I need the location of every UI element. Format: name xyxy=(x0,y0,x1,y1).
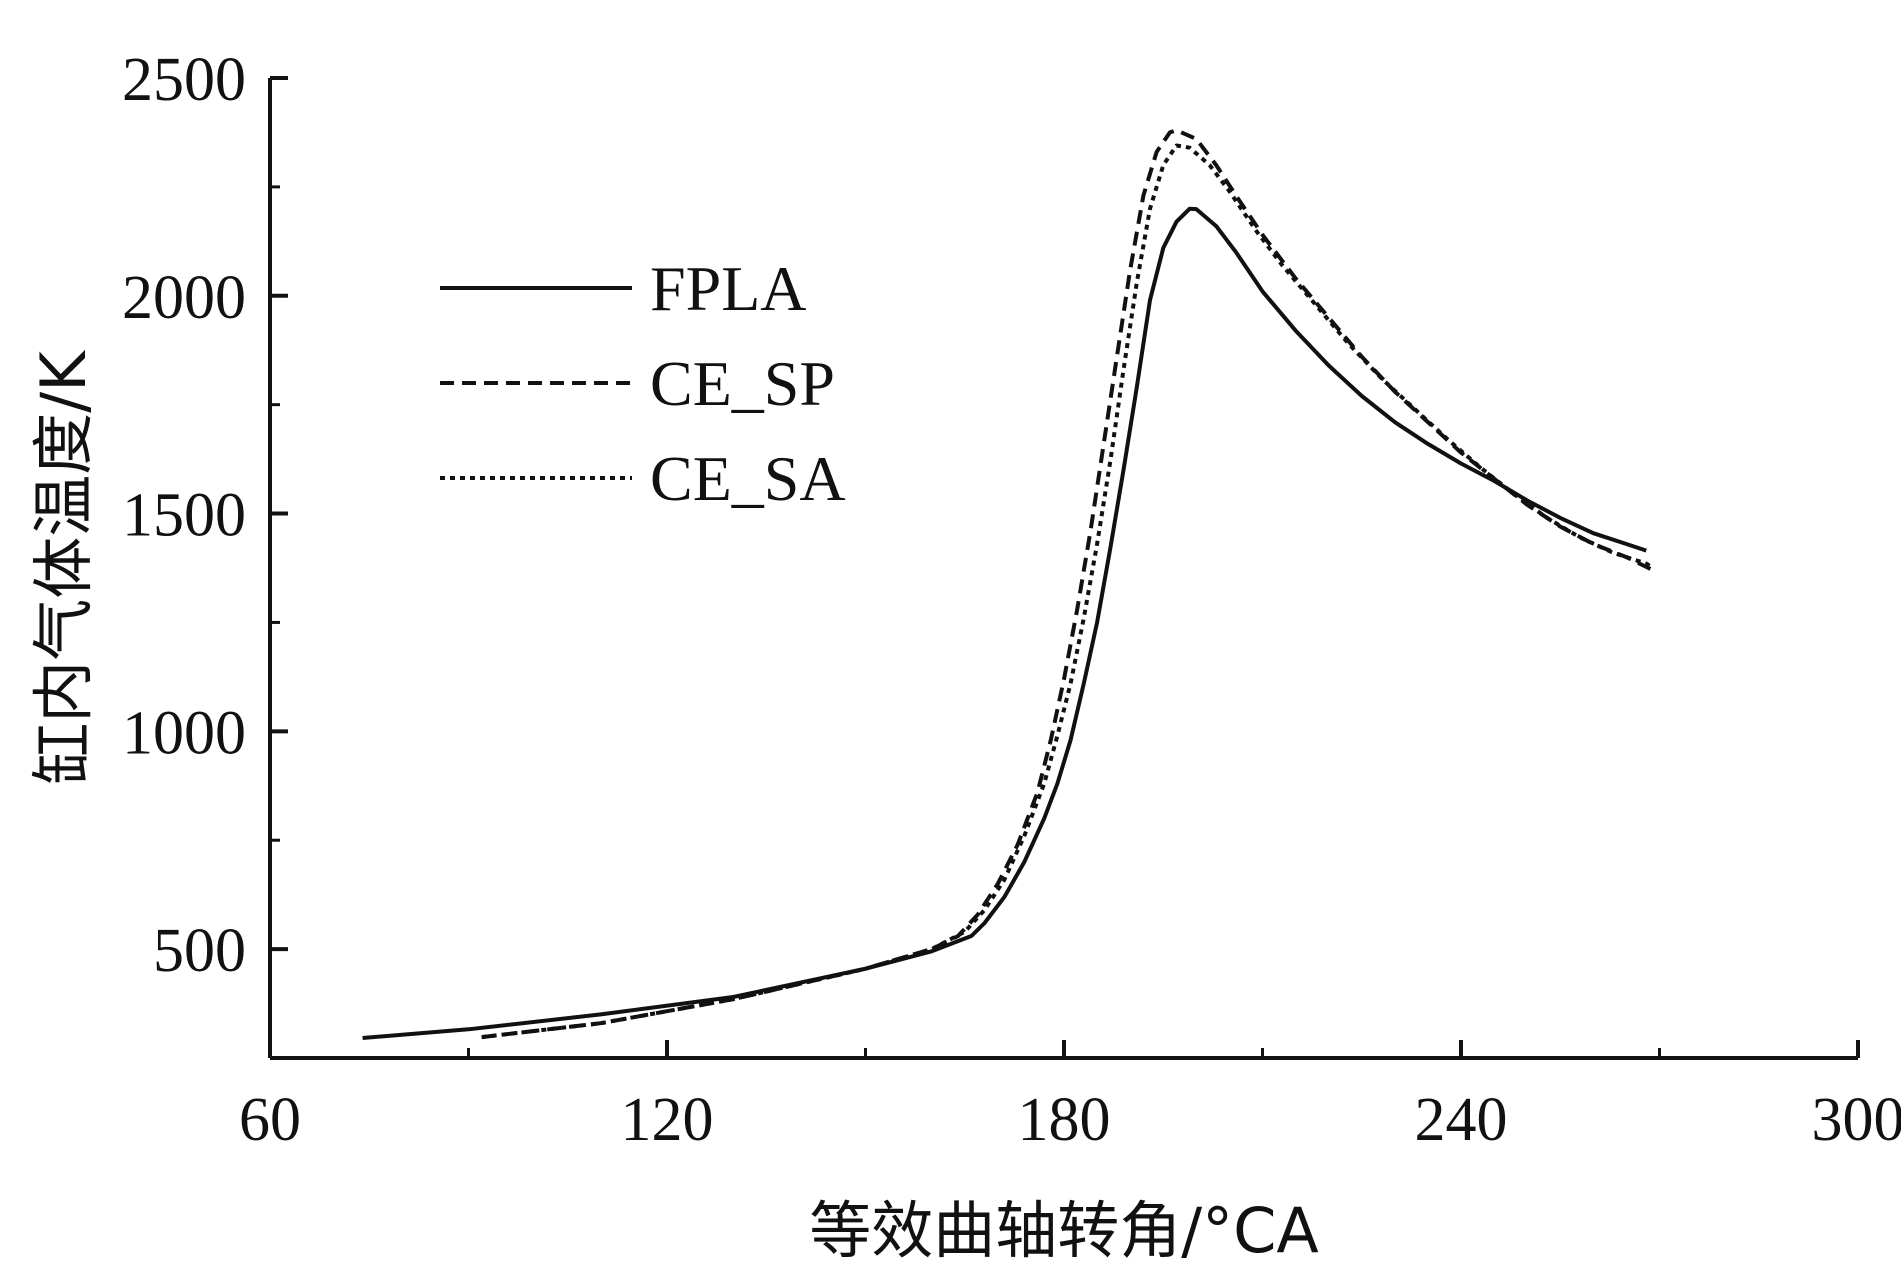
legend-label: CE_SP xyxy=(650,348,835,419)
y-axis-title: 缸内气体温度/K xyxy=(27,350,100,785)
x-tick-label: 180 xyxy=(1018,1086,1111,1154)
y-axis-ticks: 500 1000 1500 2000 2500 xyxy=(122,46,288,1060)
y-tick-label: 500 xyxy=(153,917,246,985)
legend-label: FPLA xyxy=(650,253,807,324)
x-tick-label: 60 xyxy=(239,1086,301,1154)
y-tick-label: 1000 xyxy=(122,699,246,767)
legend: FPLA CE_SP CE_SA xyxy=(440,253,846,514)
x-axis-ticks: 60 120 180 240 300 xyxy=(239,1040,1901,1154)
axes xyxy=(268,78,1858,1060)
x-tick-label: 300 xyxy=(1812,1086,1901,1154)
series-layer xyxy=(362,128,1655,1040)
y-tick-label: 2500 xyxy=(122,46,246,114)
x-tick-label: 120 xyxy=(621,1086,714,1154)
y-tick-label: 1500 xyxy=(122,482,246,550)
x-axis-title: 等效曲轴转角/°CA xyxy=(809,1194,1319,1267)
series-line-fpla xyxy=(362,206,1647,1040)
y-tick-label: 2000 xyxy=(122,264,246,332)
legend-label: CE_SA xyxy=(650,443,846,514)
x-tick-label: 240 xyxy=(1415,1086,1508,1154)
